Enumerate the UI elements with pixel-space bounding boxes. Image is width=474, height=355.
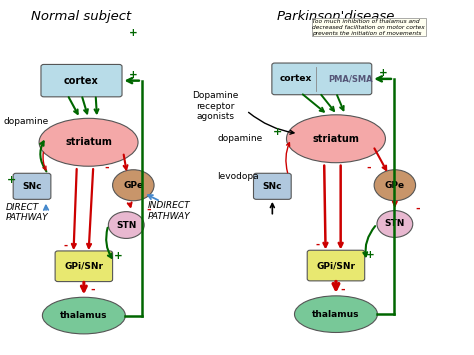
Text: -: -: [366, 163, 371, 173]
Text: Normal subject: Normal subject: [31, 10, 132, 23]
Text: -: -: [338, 240, 343, 250]
Text: PMA/SMA: PMA/SMA: [328, 75, 373, 83]
Text: dopamine: dopamine: [4, 117, 49, 126]
Ellipse shape: [294, 296, 377, 333]
Circle shape: [374, 170, 416, 201]
FancyBboxPatch shape: [254, 173, 291, 200]
Ellipse shape: [286, 115, 385, 163]
Text: dopamine: dopamine: [217, 134, 263, 143]
Text: -: -: [86, 240, 91, 250]
Ellipse shape: [39, 118, 138, 166]
Text: GPi/SNr: GPi/SNr: [64, 262, 103, 271]
Text: GPe: GPe: [123, 181, 144, 190]
Text: +: +: [114, 251, 123, 261]
Text: -: -: [90, 285, 95, 295]
Text: Parkinson'disease: Parkinson'disease: [277, 10, 395, 23]
Text: GPi/SNr: GPi/SNr: [317, 261, 356, 270]
Text: GPe: GPe: [385, 181, 405, 190]
Circle shape: [113, 170, 154, 201]
Text: -: -: [105, 163, 109, 173]
Text: +: +: [366, 250, 375, 260]
Text: cortex: cortex: [280, 75, 312, 83]
Text: +: +: [7, 175, 16, 185]
Text: -: -: [341, 284, 346, 295]
Text: Dopamine
receptor
agonists: Dopamine receptor agonists: [192, 91, 239, 121]
Text: levodopa: levodopa: [217, 172, 259, 181]
Circle shape: [377, 211, 413, 237]
Text: cortex: cortex: [64, 76, 99, 86]
Text: +: +: [273, 127, 283, 137]
Text: +: +: [129, 28, 138, 38]
Text: striatum: striatum: [312, 134, 359, 144]
Text: -: -: [316, 240, 320, 250]
Text: striatum: striatum: [65, 137, 112, 147]
Circle shape: [109, 212, 144, 239]
FancyBboxPatch shape: [55, 251, 113, 282]
Text: DIRECT
PATHWAY: DIRECT PATHWAY: [6, 203, 49, 223]
Text: thalamus: thalamus: [312, 310, 360, 319]
Text: thalamus: thalamus: [60, 311, 108, 320]
Ellipse shape: [42, 297, 125, 334]
Text: -: -: [64, 240, 68, 250]
FancyBboxPatch shape: [272, 63, 372, 95]
Text: Too much inhibition of thalamus and
decreased facilitation on motor cortex
preve: Too much inhibition of thalamus and decr…: [312, 19, 425, 36]
Text: -: -: [415, 204, 420, 214]
Text: INDIRECT
PATHWAY: INDIRECT PATHWAY: [147, 201, 190, 221]
Text: STN: STN: [385, 219, 405, 229]
Text: STN: STN: [116, 220, 137, 230]
Text: +: +: [379, 67, 387, 77]
Text: SNc: SNc: [263, 182, 282, 191]
Text: -: -: [146, 205, 151, 215]
FancyBboxPatch shape: [41, 65, 122, 97]
Text: +: +: [129, 70, 138, 80]
Text: SNc: SNc: [22, 182, 42, 191]
FancyBboxPatch shape: [307, 250, 365, 281]
FancyBboxPatch shape: [13, 173, 51, 200]
